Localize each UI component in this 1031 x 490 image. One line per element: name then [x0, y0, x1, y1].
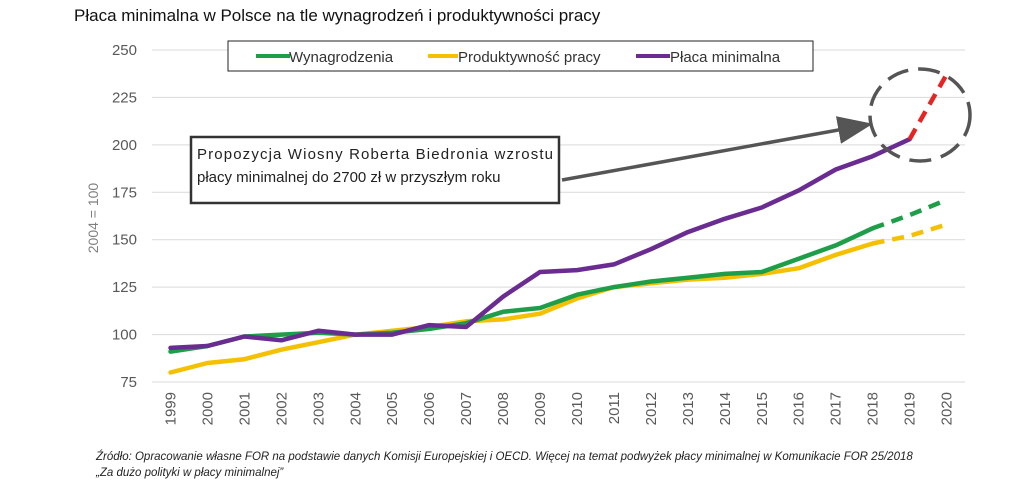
x-tick-label-2010: 2010 — [569, 392, 586, 425]
highlight-circle — [868, 67, 972, 163]
x-axis-ticks: 1999 2000 2001 2002 2003 2004 2005 2006 2007 2008… — [162, 392, 955, 425]
x-tick-label-2005: 2005 — [384, 392, 401, 425]
x-tick-label-2001: 2001 — [236, 392, 253, 425]
projection-line-produktywnosc-pracy — [872, 222, 948, 246]
source-line-2: „Za dużo polityki w płacy minimalnej” — [96, 467, 284, 479]
y-axis-label: 2004 = 100 — [85, 183, 101, 254]
source-line-1: Źródło: Opracowanie własne FOR na podsta… — [96, 451, 913, 463]
annotation-arrow — [561, 116, 873, 182]
x-tick-label-2017: 2017 — [828, 392, 845, 425]
gridlines — [152, 49, 965, 383]
x-tick-label-2003: 2003 — [310, 392, 327, 425]
x-tick-label-2011: 2011 — [606, 392, 623, 424]
y-tick-label-75: 75 — [120, 374, 137, 391]
legend: Wynagrodzenia Produktywność pracy Płaca … — [227, 40, 814, 72]
x-tick-label-2009: 2009 — [532, 392, 549, 425]
y-tick-label-100: 100 — [112, 327, 137, 344]
y-tick-label-150: 150 — [112, 232, 137, 249]
x-tick-label-2000: 2000 — [199, 392, 216, 425]
annotation-box — [189, 135, 561, 205]
x-tick-label-2014: 2014 — [717, 392, 734, 425]
chart-title: Płaca minimalna w Polsce na tle wynagrod… — [74, 6, 601, 25]
x-tick-label-2018: 2018 — [865, 392, 882, 425]
y-axis-ticks: 75 100 125 150 175 200 225 250 — [112, 42, 137, 391]
y-tick-label-250: 250 — [112, 42, 137, 59]
x-tick-label-2013: 2013 — [680, 392, 697, 425]
y-tick-label-125: 125 — [112, 279, 137, 296]
x-tick-label-2012: 2012 — [643, 392, 660, 425]
series-line-wynagrodzenia — [168, 226, 875, 354]
projection-line-placa-minimalna — [907, 73, 949, 141]
projection-line-wynagrodzenia — [871, 197, 948, 231]
x-tick-label-2002: 2002 — [273, 392, 290, 425]
x-tick-label-2008: 2008 — [495, 392, 512, 425]
series-line-placa-minimalna — [168, 136, 912, 351]
legend-label-produktywnosc: Produktywność pracy — [458, 49, 601, 66]
x-tick-label-2007: 2007 — [458, 392, 475, 425]
y-tick-label-200: 200 — [112, 137, 137, 154]
x-tick-label-1999: 1999 — [162, 392, 179, 425]
x-tick-label-2020: 2020 — [939, 392, 956, 425]
x-tick-label-2006: 2006 — [421, 392, 438, 425]
x-tick-label-2015: 2015 — [754, 392, 771, 425]
x-tick-label-2019: 2019 — [902, 392, 919, 425]
annotation: Propozycja Wiosny Roberta Biedronia wzro… — [189, 116, 873, 205]
annotation-text-line1: Propozycja Wiosny Roberta Biedronia wzro… — [197, 146, 553, 163]
series-lines — [168, 73, 949, 375]
annotation-text-line2: płacy minimalnej do 2700 zł w przyszłym … — [197, 169, 500, 186]
legend-label-wynagrodzenia: Wynagrodzenia — [289, 49, 394, 66]
x-tick-label-2004: 2004 — [347, 392, 364, 425]
y-tick-label-225: 225 — [112, 89, 137, 106]
x-tick-label-2016: 2016 — [791, 392, 808, 425]
source-note: Źródło: Opracowanie własne FOR na podsta… — [96, 449, 913, 481]
y-tick-label-175: 175 — [112, 184, 137, 201]
legend-label-placa-minimalna: Płaca minimalna — [670, 49, 781, 66]
